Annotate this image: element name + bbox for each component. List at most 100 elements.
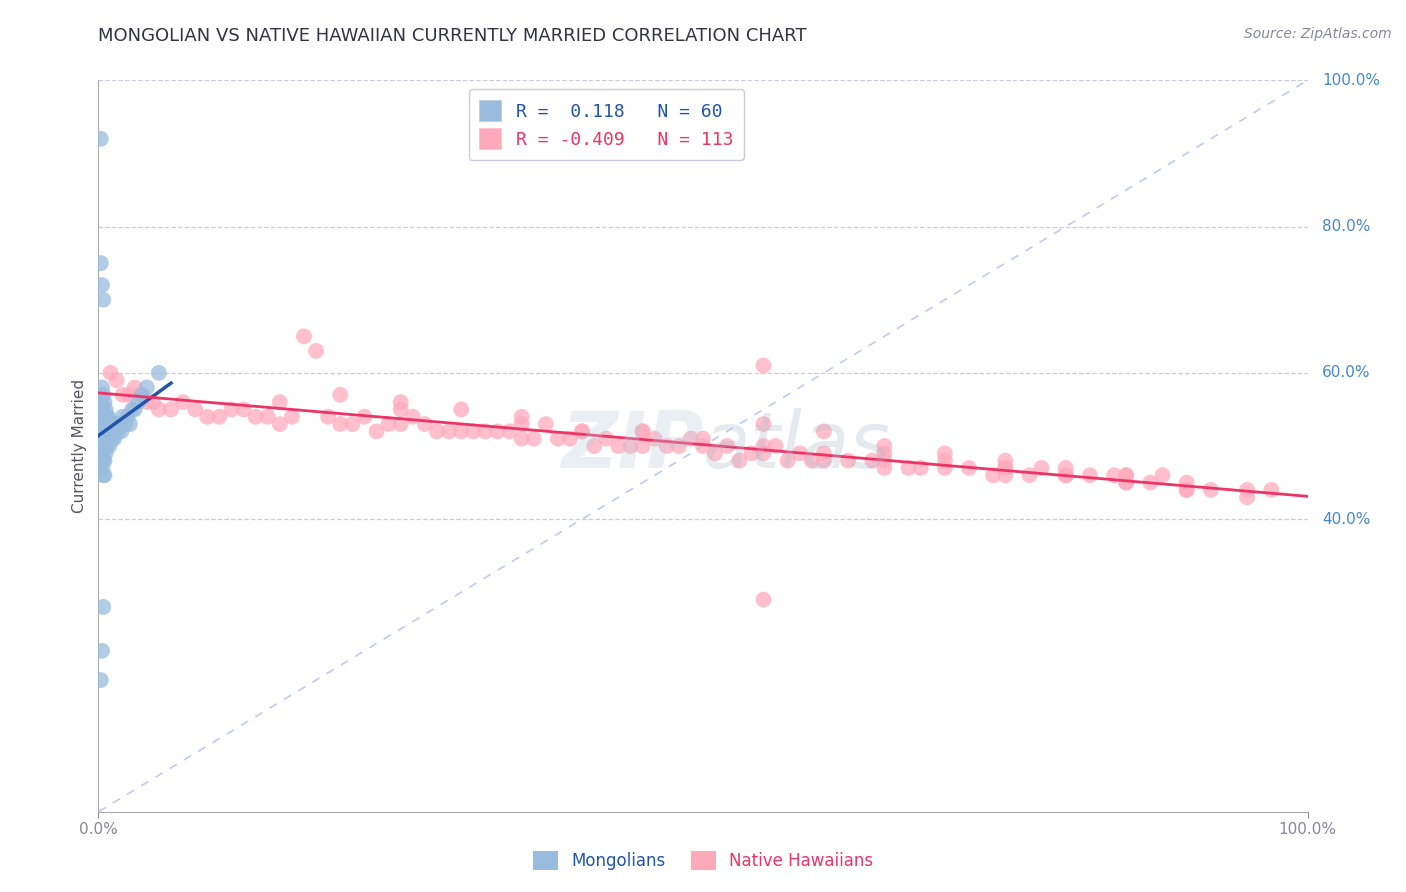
Point — [117, 409, 139, 424]
Point — [90, 256, 112, 270]
Point — [91, 293, 114, 307]
Point — [94, 409, 117, 424]
Point — [98, 439, 121, 453]
Point — [329, 388, 352, 402]
Point — [91, 461, 114, 475]
Point — [716, 439, 738, 453]
Point — [655, 439, 678, 453]
Point — [91, 439, 114, 453]
Point — [93, 453, 115, 467]
Point — [668, 439, 690, 453]
Point — [316, 409, 339, 424]
Point — [232, 402, 254, 417]
Point — [1139, 475, 1161, 490]
Point — [1102, 468, 1125, 483]
Point — [981, 468, 1004, 483]
Point — [450, 425, 472, 439]
Point — [389, 402, 412, 417]
Point — [631, 425, 654, 439]
Point — [571, 425, 593, 439]
Point — [118, 388, 141, 402]
Point — [127, 395, 149, 409]
Point — [1115, 468, 1137, 483]
Point — [93, 468, 115, 483]
Point — [98, 417, 121, 431]
Point — [1054, 468, 1077, 483]
Point — [1115, 468, 1137, 483]
Text: 60.0%: 60.0% — [1322, 366, 1371, 380]
Point — [91, 453, 114, 467]
Point — [389, 395, 412, 409]
Point — [97, 409, 120, 424]
Point — [934, 461, 956, 475]
Point — [498, 425, 520, 439]
Point — [957, 461, 980, 475]
Point — [534, 417, 557, 431]
Point — [1199, 483, 1222, 497]
Point — [96, 432, 118, 446]
Point — [366, 425, 388, 439]
Point — [752, 439, 775, 453]
Point — [97, 425, 120, 439]
Point — [98, 425, 121, 439]
Point — [1115, 475, 1137, 490]
Legend: Mongolians, Native Hawaiians: Mongolians, Native Hawaiians — [526, 844, 880, 877]
Point — [91, 417, 114, 431]
Point — [91, 599, 114, 614]
Point — [450, 402, 472, 417]
Point — [910, 461, 932, 475]
Point — [402, 409, 425, 424]
Point — [1175, 483, 1198, 497]
Point — [90, 439, 112, 453]
Point — [90, 395, 112, 409]
Point — [142, 395, 165, 409]
Point — [897, 461, 920, 475]
Point — [631, 439, 654, 453]
Point — [740, 446, 762, 460]
Point — [94, 425, 117, 439]
Point — [860, 453, 883, 467]
Point — [1152, 468, 1174, 483]
Point — [135, 395, 157, 409]
Point — [91, 446, 114, 460]
Point — [101, 425, 124, 439]
Point — [873, 453, 896, 467]
Point — [644, 432, 666, 446]
Point — [172, 395, 194, 409]
Point — [353, 409, 375, 424]
Point — [96, 439, 118, 453]
Text: 40.0%: 40.0% — [1322, 512, 1371, 526]
Point — [523, 432, 546, 446]
Point — [474, 425, 496, 439]
Point — [934, 446, 956, 460]
Point — [91, 432, 114, 446]
Point — [631, 425, 654, 439]
Point — [94, 402, 117, 417]
Point — [558, 432, 581, 446]
Point — [103, 432, 125, 446]
Point — [281, 409, 304, 424]
Point — [91, 380, 114, 394]
Point — [93, 409, 115, 424]
Point — [305, 343, 328, 358]
Point — [108, 417, 131, 431]
Point — [96, 417, 118, 431]
Point — [269, 417, 291, 431]
Y-axis label: Currently Married: Currently Married — [72, 379, 87, 513]
Point — [426, 425, 449, 439]
Point — [692, 439, 714, 453]
Point — [679, 432, 702, 446]
Point — [1018, 468, 1040, 483]
Point — [1078, 468, 1101, 483]
Point — [342, 417, 364, 431]
Point — [994, 453, 1017, 467]
Point — [100, 366, 122, 380]
Point — [91, 278, 114, 293]
Point — [1260, 483, 1282, 497]
Point — [91, 432, 114, 446]
Point — [1054, 468, 1077, 483]
Point — [93, 425, 115, 439]
Point — [195, 409, 218, 424]
Point — [91, 468, 114, 483]
Point — [1175, 483, 1198, 497]
